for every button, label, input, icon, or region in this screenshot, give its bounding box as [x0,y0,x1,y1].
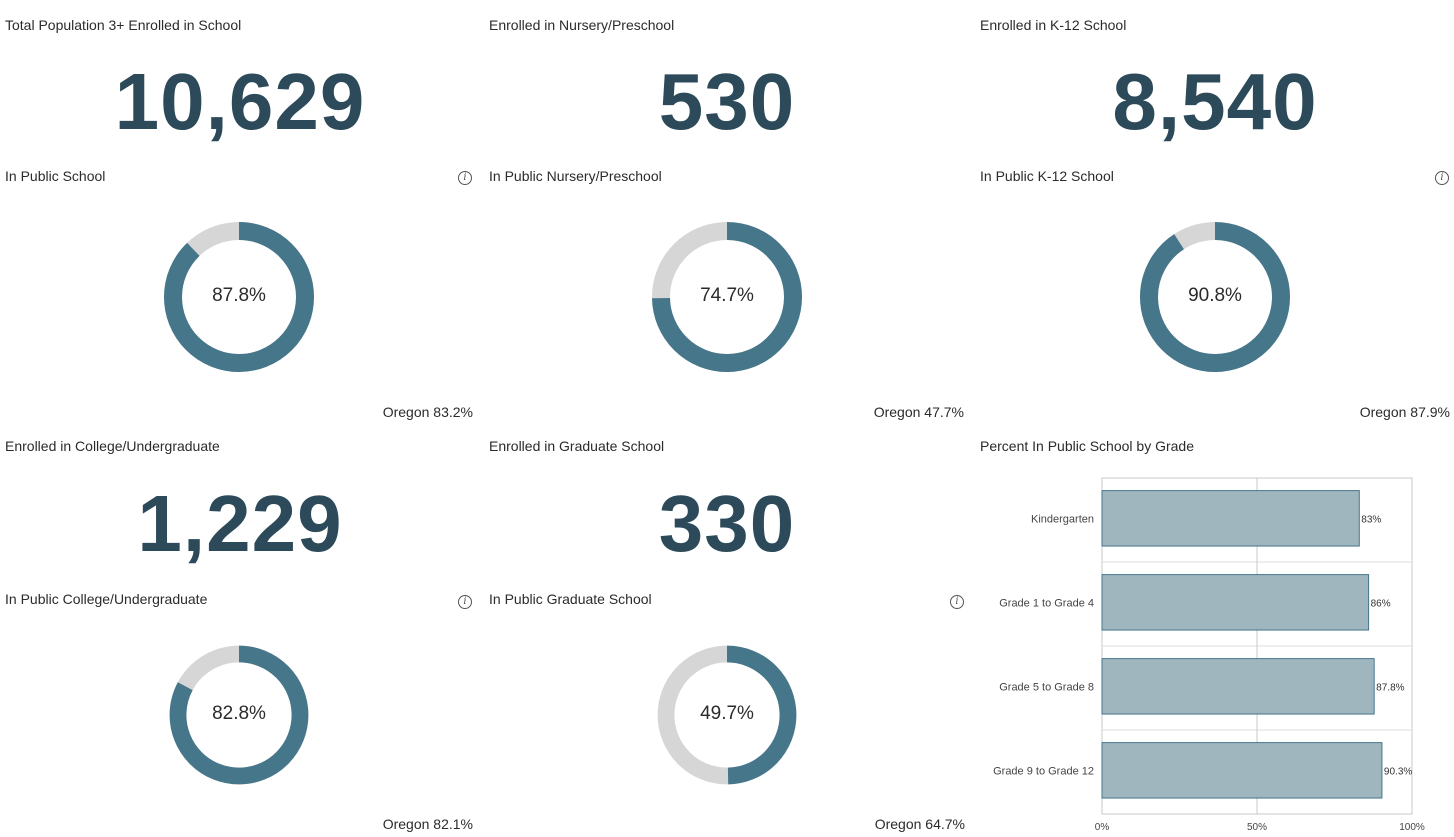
donut-arc [169,645,309,785]
info-icon[interactable]: i [1435,171,1449,185]
category-label: Kindergarten [1031,513,1094,525]
value-total: 10,629 [114,57,366,146]
oregon-public-graduate: Oregon 64.7% [874,816,965,832]
donut-public-nursery [652,222,802,372]
donut-title-public-k12: In Public K-12 School [980,168,1114,184]
oregon-public-college: Oregon 82.1% [382,816,473,832]
donut-public-school [164,222,314,372]
panel-title-nursery: Enrolled in Nursery/Preschool [489,17,675,33]
donut-title-public-nursery: In Public Nursery/Preschool [489,168,662,184]
donut-label-public-college: 82.8% [212,703,266,724]
donut-title-public-graduate: In Public Graduate School [489,591,652,607]
donut-label-public-nursery: 74.7% [700,285,754,306]
donut-public-k12 [1140,222,1290,372]
donut-label-public-school: 87.8% [212,285,266,306]
value-label: 83% [1361,514,1381,525]
bar-chart-title: Percent In Public School by Grade [980,438,1195,454]
category-label: Grade 1 to Grade 4 [999,597,1094,609]
category-label: Grade 9 to Grade 12 [993,765,1094,777]
value-nursery: 530 [658,57,796,146]
grade-bar-chart: Percent In Public School by Grade Kinder… [980,438,1450,837]
donut-arc [657,645,797,785]
donut-title-public-school: In Public School [5,168,106,184]
donut-label-public-k12: 90.8% [1188,285,1242,306]
value-label: 86% [1371,598,1391,609]
category-label: Grade 5 to Grade 8 [999,681,1094,693]
panel-title-graduate: Enrolled in Graduate School [489,438,665,454]
panel-title-k12: Enrolled in K-12 School [980,17,1127,33]
donut-public-college [169,645,309,785]
value-college: 1,229 [137,479,343,568]
value-label: 90.3% [1384,766,1412,777]
donut-title-public-college: In Public College/Undergraduate [5,591,208,607]
donut-label-public-graduate: 49.7% [700,703,754,724]
x-tick-label: 0% [1095,822,1110,833]
oregon-public-nursery: Oregon 47.7% [873,404,964,420]
panel-title-college: Enrolled in College/Undergraduate [5,438,220,454]
panel-title-total: Total Population 3+ Enrolled in School [5,17,242,33]
donut-arc [652,222,802,372]
x-tick-label: 50% [1247,822,1267,833]
bar [1101,742,1383,799]
x-tick-label: 100% [1399,822,1425,833]
bar [1101,574,1370,631]
donut-public-graduate [657,645,797,785]
donut-arc [164,222,314,372]
value-label: 87.8% [1376,682,1404,693]
info-icon[interactable]: i [950,595,964,609]
bar [1101,658,1375,715]
bar-chart-svg: Kindergarten 83% Grade 1 to Grade 4 86% Grad… [993,477,1425,833]
value-graduate: 330 [658,479,796,568]
oregon-public-school: Oregon 83.2% [382,404,473,420]
oregon-public-k12: Oregon 87.9% [1359,404,1450,420]
bar [1101,490,1360,547]
info-icon[interactable]: i [458,595,472,609]
info-icon[interactable]: i [458,171,472,185]
donut-arc [1140,222,1290,372]
value-k12: 8,540 [1112,57,1318,146]
